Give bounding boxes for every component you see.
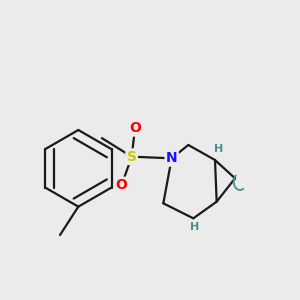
Text: H: H: [190, 222, 200, 232]
Text: O: O: [116, 178, 127, 192]
Text: S: S: [127, 150, 137, 164]
Text: H: H: [214, 144, 223, 154]
Text: O: O: [129, 121, 141, 135]
Text: N: N: [166, 151, 178, 165]
